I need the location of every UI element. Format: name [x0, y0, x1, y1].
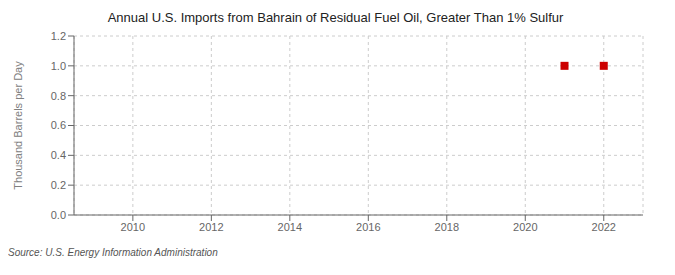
svg-text:0.2: 0.2 — [51, 179, 66, 191]
svg-text:2016: 2016 — [356, 221, 380, 233]
svg-text:0.8: 0.8 — [51, 90, 66, 102]
svg-text:2014: 2014 — [278, 221, 302, 233]
svg-text:2012: 2012 — [199, 221, 223, 233]
svg-text:2010: 2010 — [121, 221, 145, 233]
svg-text:2018: 2018 — [435, 221, 459, 233]
svg-text:0.6: 0.6 — [51, 119, 66, 131]
svg-text:0.4: 0.4 — [51, 149, 66, 161]
svg-text:1.2: 1.2 — [51, 30, 66, 42]
svg-text:Thousand Barrels per Day: Thousand Barrels per Day — [12, 61, 24, 190]
svg-text:2020: 2020 — [513, 221, 537, 233]
html-text:Source: U.S. Energy Informatio: Source: U.S. Energy Information Administ… — [8, 247, 218, 258]
svg-text:2022: 2022 — [592, 221, 616, 233]
svg-text:0.0: 0.0 — [51, 209, 66, 221]
html-text:Annual U.S. Imports from Bahra: Annual U.S. Imports from Bahrain of Resi… — [107, 10, 564, 25]
svg-text:1.0: 1.0 — [51, 60, 66, 72]
